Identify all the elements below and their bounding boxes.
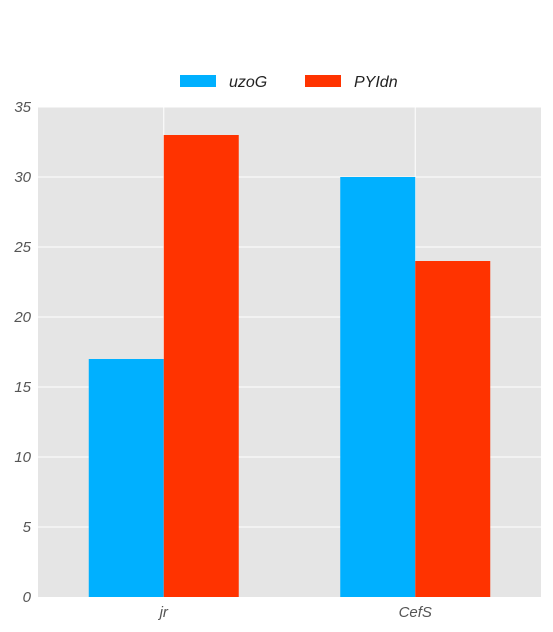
x-tick-label: jr xyxy=(158,604,169,621)
bar-uzoG-jr xyxy=(88,359,164,597)
legend-label: uzoG xyxy=(229,74,267,91)
bar-uzoG-CefS xyxy=(340,177,416,597)
y-tick-label: 25 xyxy=(13,239,31,256)
y-tick-label: 30 xyxy=(14,169,31,186)
legend: uzoG PYIdn xyxy=(180,74,398,91)
y-tick-label: 5 xyxy=(23,519,32,536)
legend-label: PYIdn xyxy=(354,74,398,91)
legend-swatch xyxy=(305,75,341,87)
y-tick-label: 0 xyxy=(23,589,32,606)
x-axis-ticks: jr CefS xyxy=(158,604,432,621)
y-tick-label: 10 xyxy=(14,449,31,466)
y-tick-label: 20 xyxy=(13,309,31,326)
x-tick-label: CefS xyxy=(399,604,432,621)
bars xyxy=(88,135,491,597)
y-axis-ticks: 0 5 10 15 20 25 30 35 xyxy=(13,99,31,606)
bar-PYIdn-CefS xyxy=(415,261,491,597)
y-tick-label: 15 xyxy=(14,379,31,396)
legend-swatch xyxy=(180,75,216,87)
y-tick-label: 35 xyxy=(14,99,31,116)
bar-PYIdn-jr xyxy=(163,135,239,597)
